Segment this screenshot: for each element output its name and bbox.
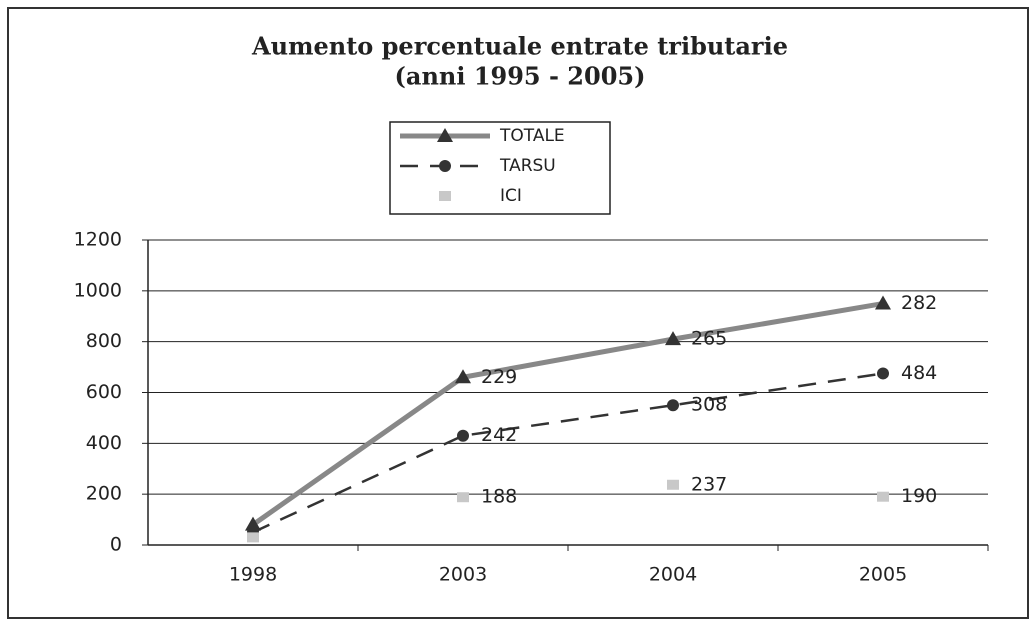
point-label: 242 — [481, 424, 517, 446]
legend-label: TOTALE — [499, 126, 565, 146]
point-label: 265 — [691, 328, 727, 350]
x-tick-label: 2004 — [649, 564, 697, 586]
x-tick-label: 1998 — [229, 564, 277, 586]
point-label: 282 — [901, 292, 937, 314]
series-line — [251, 301, 884, 527]
y-tick-label: 600 — [86, 381, 122, 403]
frame — [7, 7, 1029, 619]
data-point — [245, 516, 261, 531]
data-point — [665, 331, 681, 346]
point-label: 229 — [481, 366, 517, 388]
data-point — [455, 369, 471, 384]
point-label: 484 — [901, 362, 937, 384]
data-point — [877, 491, 889, 502]
data-point — [457, 492, 469, 503]
y-tick-label: 1200 — [74, 229, 122, 251]
legend-marker — [437, 128, 453, 142]
y-tick-label: 200 — [86, 483, 122, 505]
data-point — [667, 399, 679, 412]
legend-label: TARSU — [499, 156, 556, 176]
legend-marker — [439, 191, 451, 201]
data-point — [877, 367, 889, 380]
point-label: 237 — [691, 473, 727, 495]
point-label: 188 — [481, 486, 517, 508]
chart-subtitle: (anni 1995 - 2005) — [395, 62, 646, 91]
data-point — [875, 295, 891, 310]
point-label: 190 — [901, 485, 937, 507]
x-tick-label: 2005 — [859, 564, 907, 586]
series-line — [252, 372, 884, 534]
y-tick-label: 1000 — [74, 279, 122, 301]
y-tick-label: 400 — [86, 432, 122, 454]
x-tick-label: 2003 — [439, 564, 487, 586]
y-tick-label: 0 — [110, 534, 122, 556]
y-tick-label: 800 — [86, 330, 122, 352]
legend-marker — [439, 160, 451, 172]
data-point — [247, 532, 259, 543]
point-label: 308 — [691, 394, 727, 416]
data-point — [457, 429, 469, 442]
data-point — [667, 479, 679, 490]
chart-title: Aumento percentuale entrate tributarie — [251, 32, 788, 61]
legend-label: ICI — [500, 186, 522, 206]
